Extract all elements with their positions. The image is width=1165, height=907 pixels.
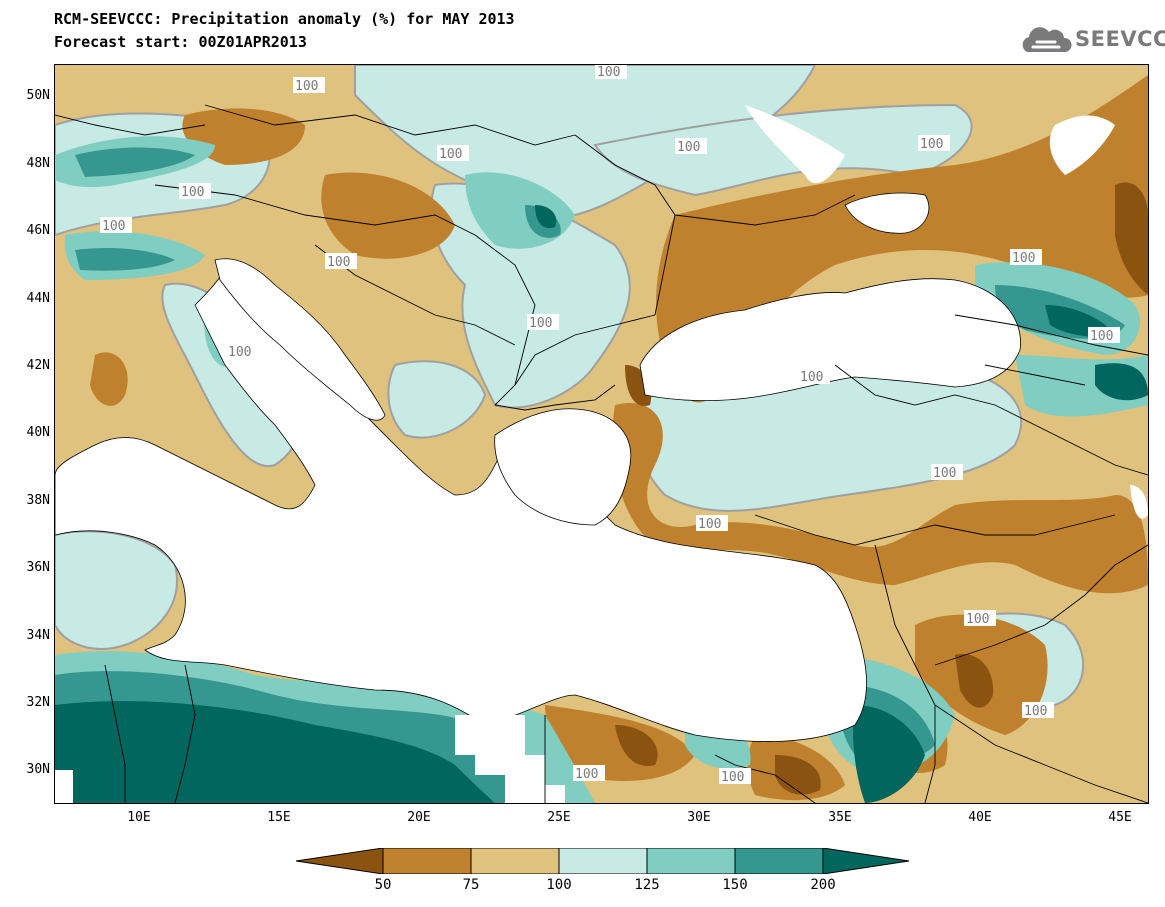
colorbar-label: 50	[374, 877, 392, 893]
lat-label: 34N	[26, 628, 50, 643]
colorbar-segment-150-200	[734, 848, 824, 874]
lon-label: 15E	[267, 810, 291, 825]
colorbar-label: 200	[810, 877, 836, 893]
contour-label: 100	[1012, 251, 1035, 266]
lat-label: 44N	[26, 291, 50, 306]
colorbar	[296, 848, 910, 874]
contour-label: 100	[698, 517, 721, 532]
seevccc-logo: SEEVCCC	[1019, 22, 1165, 56]
colorbar-segment-below-50	[296, 848, 384, 874]
lat-label: 36N	[26, 560, 50, 575]
contour-label: 100	[181, 185, 204, 200]
chart-title: RCM-SEEVCCC: Precipitation anomaly (%) f…	[54, 10, 515, 28]
contour-label: 100	[933, 466, 956, 481]
contour-label: 100	[439, 147, 462, 162]
contour-label: 100	[966, 612, 989, 627]
lon-label: 25E	[547, 810, 571, 825]
colorbar-segment-50-75	[382, 848, 472, 874]
contour-label: 100	[1090, 329, 1113, 344]
contour-label: 100	[529, 316, 552, 331]
anomaly-map: 100 100 100 100 100 100 100 100 100 100 …	[55, 65, 1148, 803]
lon-label: 10E	[127, 810, 151, 825]
contour-label: 100	[102, 219, 125, 234]
contour-label: 100	[1024, 704, 1047, 719]
contour-label: 100	[327, 255, 350, 270]
lat-label: 48N	[26, 156, 50, 171]
colorbar-label: 125	[634, 877, 660, 893]
lat-label: 46N	[26, 223, 50, 238]
contour-label: 100	[597, 65, 620, 80]
lat-label: 38N	[26, 493, 50, 508]
lon-label: 45E	[1108, 810, 1132, 825]
lon-label: 40E	[968, 810, 992, 825]
contour-label: 100	[677, 140, 700, 155]
colorbar-label: 75	[462, 877, 480, 893]
logo-text: SEEVCCC	[1075, 27, 1165, 51]
cloud-icon	[1022, 27, 1072, 52]
lat-label: 40N	[26, 425, 50, 440]
lon-label: 35E	[828, 810, 852, 825]
forecast-start-label: Forecast start: 00Z01APR2013	[54, 33, 307, 51]
lat-label: 50N	[26, 88, 50, 103]
colorbar-segment-75-100	[470, 848, 560, 874]
contour-labels: 100 100 100 100 100 100 100 100 100 100 …	[100, 65, 1120, 785]
contour-label: 100	[721, 770, 744, 785]
no-data-patches	[55, 105, 1148, 803]
country-borders	[55, 104, 1148, 803]
contour-label: 100	[800, 370, 823, 385]
sea-mask	[55, 192, 1021, 742]
field-above-200	[55, 205, 1148, 803]
lat-label: 30N	[26, 762, 50, 777]
lon-label: 30E	[687, 810, 711, 825]
lon-label: 20E	[407, 810, 431, 825]
contour-label: 100	[295, 79, 318, 94]
colorbar-segment-100-125	[558, 848, 648, 874]
colorbar-segment-125-150	[646, 848, 736, 874]
colorbar-label: 150	[722, 877, 748, 893]
contour-label: 100	[920, 137, 943, 152]
lat-label: 32N	[26, 695, 50, 710]
map-area: 100 100 100 100 100 100 100 100 100 100 …	[54, 64, 1149, 804]
contour-label: 100	[228, 345, 251, 360]
contour-label: 100	[575, 767, 598, 782]
colorbar-label: 100	[546, 877, 572, 893]
lat-label: 42N	[26, 358, 50, 373]
colorbar-segment-above-200	[822, 848, 910, 874]
